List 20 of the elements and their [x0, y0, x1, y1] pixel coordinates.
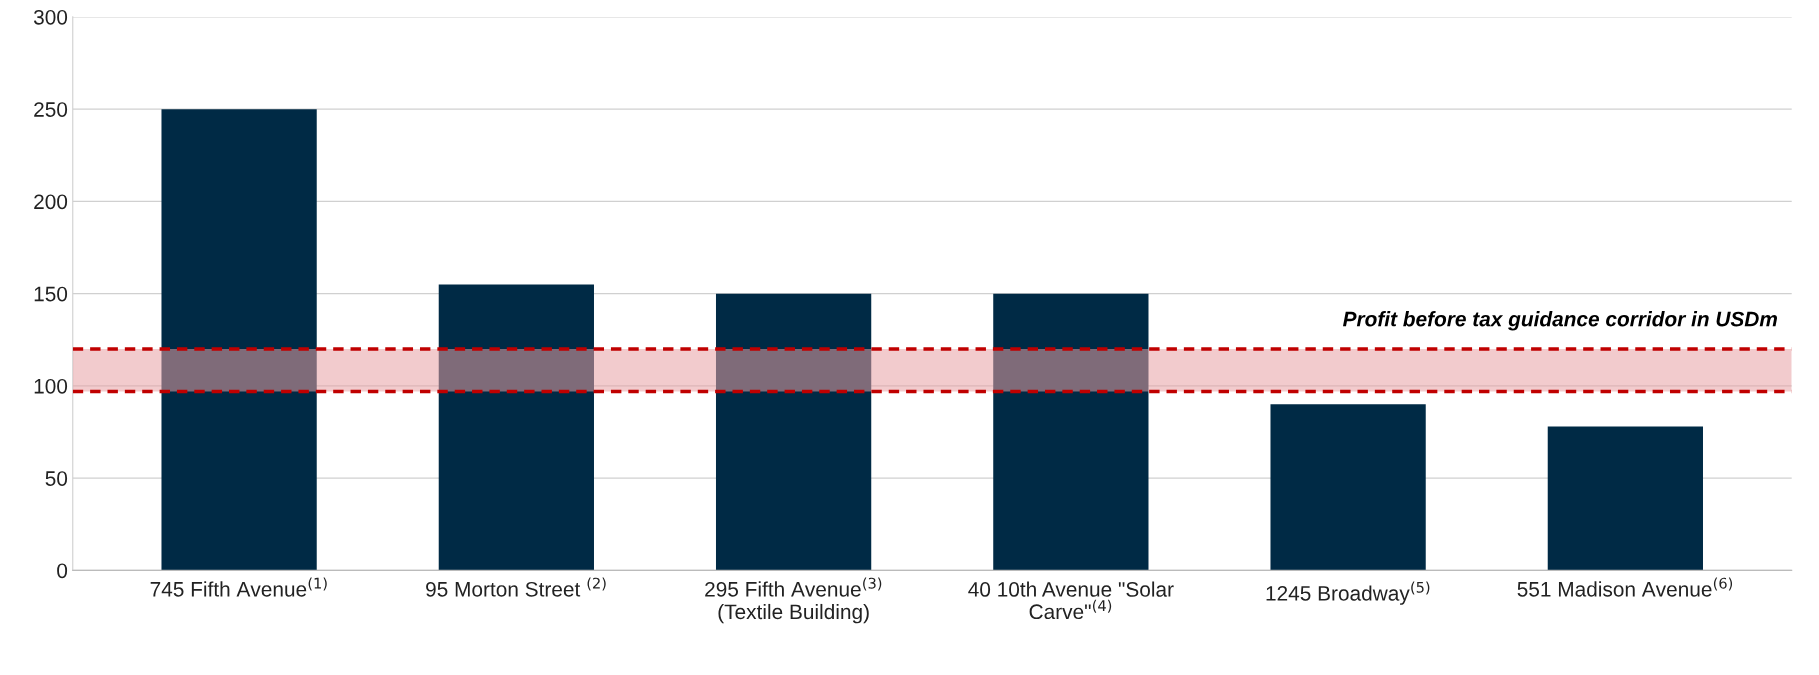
x-tick-label: 295 Fifth Avenue$^{(3)}$ (Textile Building): [705, 577, 882, 624]
bar: [1270, 404, 1426, 571]
y-tick-label: 150: [34, 286, 68, 302]
y-tick-label: 200: [34, 194, 68, 210]
y-tick-label: 0: [57, 563, 68, 579]
y-tick-label: 100: [34, 378, 68, 394]
bar: [438, 284, 594, 571]
x-tick-label: 95 Morton Street $^{(2)}$: [426, 577, 606, 597]
bar: [161, 109, 317, 571]
band-label: Profit before tax guidance corridor in USDm: [1342, 311, 1778, 331]
x-tick-label: 551 Madison Avenue$^{(6)}$: [1517, 577, 1733, 597]
bar: [1547, 426, 1703, 571]
y-tick-label: 300: [33, 9, 68, 25]
y-tick-label: 50: [45, 471, 68, 486]
x-tick-label: 1245 Broadway$^{(5)}$: [1266, 581, 1430, 605]
x-tick-label: 745 Fifth Avenue$^{(1)}$: [150, 577, 327, 597]
bar: [715, 293, 872, 571]
x-tick-label: 40 10th Avenue "Solar Carve"$^{(4)}$: [968, 581, 1174, 620]
bar: [993, 293, 1149, 571]
y-tick-label: 250: [34, 102, 68, 117]
